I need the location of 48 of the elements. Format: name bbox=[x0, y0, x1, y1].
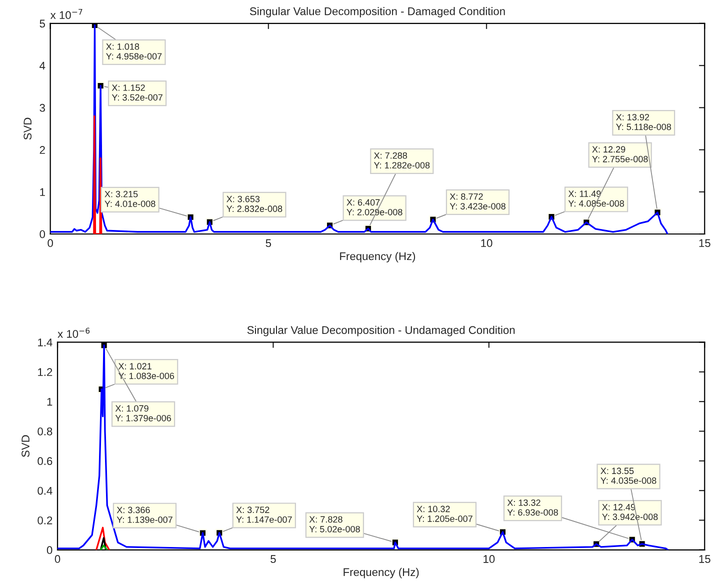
annotation: X: 6.407 Y: 2.029e-008 bbox=[346, 199, 402, 216]
y-tick-label: 3 bbox=[40, 104, 45, 112]
y-tick-label: 1.2 bbox=[38, 368, 52, 376]
x-tick-label: 15 bbox=[699, 239, 710, 248]
annotation: X: 7.288 Y: 1.282e-008 bbox=[374, 152, 430, 168]
y-tick-label: 4 bbox=[40, 62, 46, 70]
chart-title: Singular Value Decomposition - Damaged Condition bbox=[250, 7, 505, 18]
annotation: X: 3.366 Y: 1.139e-007 bbox=[116, 506, 172, 523]
y-tick-label: 0.2 bbox=[38, 516, 52, 524]
text: x 10$^{−7}$ bbox=[50, 8, 82, 20]
y-tick-label: 0.6 bbox=[38, 457, 52, 466]
annotation: X: 3.653 Y: 2.832e-008 bbox=[226, 196, 282, 212]
line-series bbox=[96, 526, 110, 550]
y-axis-title: SVD bbox=[24, 118, 32, 140]
annotation: X: 12.49 Y: 3.942e-008 bbox=[602, 504, 658, 520]
annotation: X: 12.29 Y: 2.755e-008 bbox=[592, 146, 648, 162]
y-tick-label: 5 bbox=[40, 20, 46, 28]
annotation: X: 1.079 Y: 1.379e-006 bbox=[115, 405, 172, 422]
y-tick-label: 0 bbox=[40, 230, 46, 238]
annotation: X: 3.752 Y: 1.147e-007 bbox=[236, 506, 292, 523]
x-tick-label: 15 bbox=[699, 555, 710, 563]
y-tick-label: 1 bbox=[40, 188, 45, 196]
annotation: X: 11.49 Y: 4.085e-008 bbox=[568, 190, 624, 207]
y-axis-title: SVD bbox=[22, 435, 30, 457]
annotation: X: 1.152 Y: 3.52e-007 bbox=[112, 84, 162, 101]
annotation: X: 1.018 Y: 4.958e-007 bbox=[106, 43, 162, 60]
x-tick-label: 5 bbox=[270, 555, 276, 563]
text: x 10$^{−6}$ bbox=[58, 328, 90, 338]
y-tick-label: 0 bbox=[46, 546, 52, 554]
y-tick-label: 0.8 bbox=[38, 427, 52, 436]
annotation: X: 8.772 Y: 3.423e-008 bbox=[450, 193, 506, 210]
annotation: X: 13.55 Y: 4.035e-008 bbox=[600, 468, 656, 484]
annotation: X: 3.215 Y: 4.01e-008 bbox=[104, 190, 156, 207]
chart-title: Singular Value Decomposition - Undamaged Condition bbox=[247, 326, 515, 336]
y-tick-label: 0.4 bbox=[38, 486, 52, 495]
x-tick-label: 5 bbox=[266, 239, 272, 248]
y-tick-label: 1.4 bbox=[38, 338, 52, 346]
y-tick-label: 1 bbox=[47, 398, 52, 406]
annotation: X: 13.32 Y: 6.93e-008 bbox=[507, 499, 558, 516]
x-tick-label: 10 bbox=[484, 555, 495, 563]
x-axis-title: Frequency (Hz) bbox=[340, 252, 416, 262]
x-axis-title: Frequency (Hz) bbox=[344, 568, 419, 578]
annotation: X: 7.828 Y: 5.02e-008 bbox=[309, 516, 360, 532]
x-tick-label: 0 bbox=[54, 555, 60, 563]
y-tick-label: 2 bbox=[40, 146, 45, 154]
x-tick-label: 10 bbox=[481, 239, 492, 248]
annotation: X: 10.32 Y: 1.205e-007 bbox=[416, 506, 472, 522]
annotation: X: 13.92 Y: 5.118e-008 bbox=[616, 114, 672, 130]
